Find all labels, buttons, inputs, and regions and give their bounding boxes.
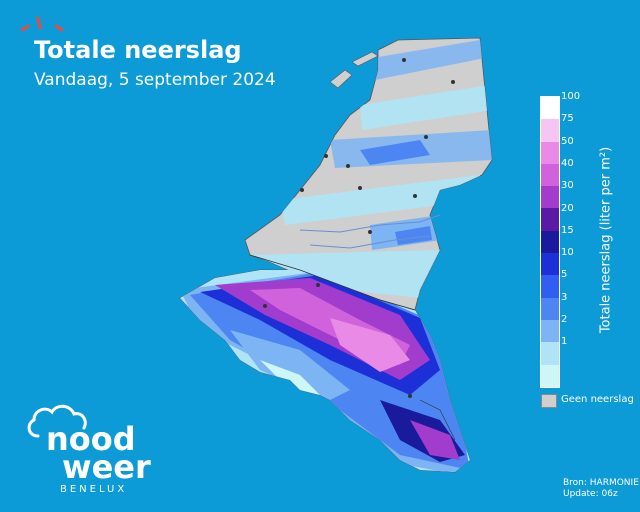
- precip-belgium: [180, 270, 470, 472]
- river: [299, 214, 441, 233]
- legend-color-step: [541, 208, 559, 231]
- legend-color-step: [541, 364, 559, 387]
- legend-tick-label: 40: [561, 157, 574, 169]
- legend-color-step: [541, 319, 559, 343]
- legend-tick-label: 100: [561, 91, 581, 102]
- source-update: Update: 06z: [563, 489, 618, 499]
- legend-color-step: [541, 163, 559, 187]
- map-title: Totale neerslag: [34, 36, 242, 64]
- logo-region: BENELUX: [60, 484, 127, 495]
- sun-icon: [20, 16, 64, 32]
- logo-word-nood: nood: [46, 420, 136, 458]
- logo-word-weer: weer: [62, 448, 151, 486]
- legend-color-step: [541, 141, 559, 164]
- legend-color-step: [541, 275, 559, 298]
- legend-color-step: [541, 297, 559, 320]
- legend-tick-label: 1: [561, 336, 568, 348]
- legend-title: Totale neerslag (liter per m²): [598, 146, 614, 334]
- legend-tick-label: 15: [561, 224, 574, 236]
- city-markers: [263, 58, 455, 398]
- legend-tick-label: 5: [561, 269, 568, 281]
- legend-tick-label: 50: [561, 135, 574, 147]
- legend-tick-label: 10: [561, 247, 574, 259]
- legend-colorbar: [540, 96, 560, 388]
- river: [309, 235, 431, 249]
- legend-color-step: [541, 230, 559, 254]
- legend-color-step: [541, 119, 559, 142]
- source-model: Bron: HARMONIE: [563, 478, 639, 488]
- legend-color-step: [541, 342, 559, 365]
- legend-tick-label: 75: [561, 113, 574, 125]
- precip-netherlands: [250, 40, 492, 300]
- legend-color-step: [541, 253, 559, 276]
- noodweer-logo: nood weer BENELUX: [27, 404, 151, 495]
- map-subtitle: Vandaag, 5 september 2024: [34, 70, 276, 90]
- no-precip-swatch: [541, 394, 557, 408]
- legend-tick-label: 30: [561, 180, 574, 192]
- source-info: Bron: HARMONIE Update: 06z: [563, 478, 639, 500]
- legend-tick-label: 20: [561, 202, 574, 214]
- nl-be-border: [249, 254, 416, 311]
- be-lu-border: [419, 399, 456, 441]
- legend-color-step: [541, 97, 559, 120]
- legend-tick-label: 3: [561, 291, 568, 303]
- legend-color-step: [541, 186, 559, 209]
- no-precip-label: Geen neerslag: [561, 394, 634, 405]
- legend-tick-label: 2: [561, 314, 568, 326]
